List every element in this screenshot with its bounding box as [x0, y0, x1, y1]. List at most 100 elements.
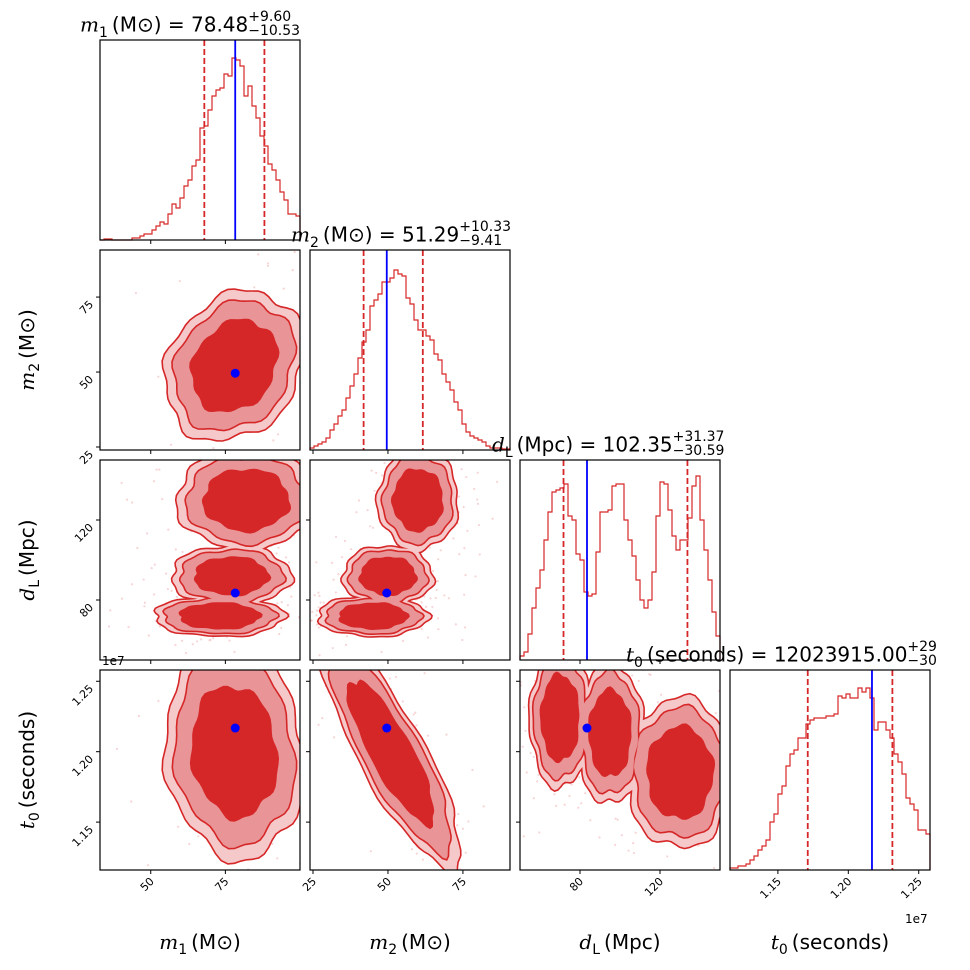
scatter-point: [620, 834, 623, 837]
scatter-point: [206, 189, 208, 191]
scatter-point: [306, 607, 308, 609]
scatter-point: [277, 232, 279, 234]
title-m1: m1 (M⊙) = 78.48 +9.60 −10.53: [80, 9, 301, 41]
x-tick-label-t0: 1.20: [828, 875, 855, 902]
scatter-point: [153, 901, 155, 903]
scatter-point: [756, 755, 758, 757]
scatter-point: [357, 499, 361, 502]
scatter-point: [175, 595, 179, 599]
truth-point: [230, 723, 240, 733]
scatter-point: [293, 250, 296, 254]
contour-fill-level-3: [191, 687, 278, 821]
contour-fill-level-3: [392, 470, 443, 532]
scatter-point: [167, 528, 170, 531]
ylabel-m2: m2 (M⊙): [15, 309, 43, 391]
scatter-point: [315, 490, 317, 492]
scatter-point: [318, 654, 321, 657]
scatter-point: [522, 835, 525, 838]
scatter-point: [334, 535, 338, 538]
scatter-point: [248, 451, 250, 453]
scatter-point: [330, 561, 334, 564]
scatter-point: [200, 638, 203, 641]
scatter-point: [724, 762, 726, 764]
y-tick-label-m2: 50: [77, 373, 96, 392]
scatter-point: [345, 764, 347, 766]
y-tick-label-dL: 120: [72, 521, 96, 545]
scatter-point: [479, 912, 481, 914]
scatter-point: [525, 771, 528, 774]
scatter-point: [305, 734, 307, 736]
scatter-point: [501, 778, 503, 780]
scatter-point: [614, 817, 617, 820]
scatter-point: [197, 835, 200, 838]
scatter-point: [536, 780, 539, 783]
scatter-point: [334, 591, 337, 594]
scatter-point: [107, 625, 111, 628]
xlabel-t0: t0 (seconds): [770, 930, 890, 958]
scatter-point: [424, 439, 426, 441]
scatter-point: [431, 605, 434, 609]
scatter-point: [429, 597, 432, 600]
scatter-point: [464, 574, 467, 577]
y-tick-label-m2: 25: [77, 448, 96, 467]
scatter-point: [616, 646, 618, 648]
title-dL: dL (Mpc) = 102.35 +31.37 −30.59: [492, 429, 725, 461]
scatter-point: [461, 827, 464, 830]
scatter-point: [521, 745, 524, 748]
scatter-point: [146, 532, 149, 535]
scatter-point: [317, 476, 319, 478]
y-tick-label-m2: 75: [77, 298, 96, 317]
scatter-point: [153, 593, 156, 596]
scatter-point: [563, 803, 566, 806]
title-t0: t0 (seconds) = 12023915.00 +29 −30: [626, 639, 937, 671]
x-tick-label-m2: 50: [375, 875, 394, 894]
scatter-point: [581, 636, 583, 638]
scatter-point: [443, 594, 446, 597]
scatter-point: [271, 907, 273, 909]
scatter-point: [426, 441, 428, 443]
scatter-point: [383, 462, 386, 465]
scatter-point: [461, 638, 464, 642]
scatter-point: [278, 632, 281, 636]
scatter-point: [747, 831, 749, 833]
scatter-point: [276, 857, 279, 860]
scatter-point: [733, 718, 735, 720]
scatter-point: [540, 657, 542, 659]
scatter-point: [131, 501, 134, 504]
scatter-point: [161, 497, 164, 501]
scatter-point: [148, 414, 150, 416]
scatter-point: [463, 626, 467, 629]
scatter-point: [460, 468, 463, 471]
scatter-point: [253, 871, 255, 873]
scatter-point: [371, 526, 375, 529]
scatter-point: [438, 444, 440, 446]
scatter-point: [429, 907, 431, 909]
scatter-point: [143, 605, 146, 608]
scatter-point: [120, 597, 124, 600]
scatter-point: [315, 609, 319, 612]
scatter-point: [177, 825, 180, 828]
scatter-point: [614, 843, 617, 846]
scatter-point: [580, 802, 583, 805]
scatter-point: [436, 617, 440, 620]
contour-fill-level-3: [647, 725, 714, 819]
scatter-point: [426, 734, 430, 737]
scatter-point: [415, 852, 418, 855]
scatter-point: [322, 601, 325, 604]
scatter-point: [324, 831, 326, 833]
scatter-point: [317, 626, 320, 629]
scatter-point: [180, 639, 184, 642]
scatter-point: [428, 546, 431, 549]
scatter-point: [291, 269, 294, 272]
scatter-point: [401, 700, 404, 703]
scatter-point: [500, 937, 502, 939]
scatter-point: [276, 433, 280, 436]
scatter-point: [528, 601, 530, 603]
truth-point: [230, 368, 240, 378]
scatter-point: [637, 880, 639, 882]
scatter-point: [153, 563, 156, 566]
scatter-point: [302, 620, 304, 622]
ylabel-t0: t0 (seconds): [15, 710, 43, 830]
scatter-point: [627, 849, 630, 852]
